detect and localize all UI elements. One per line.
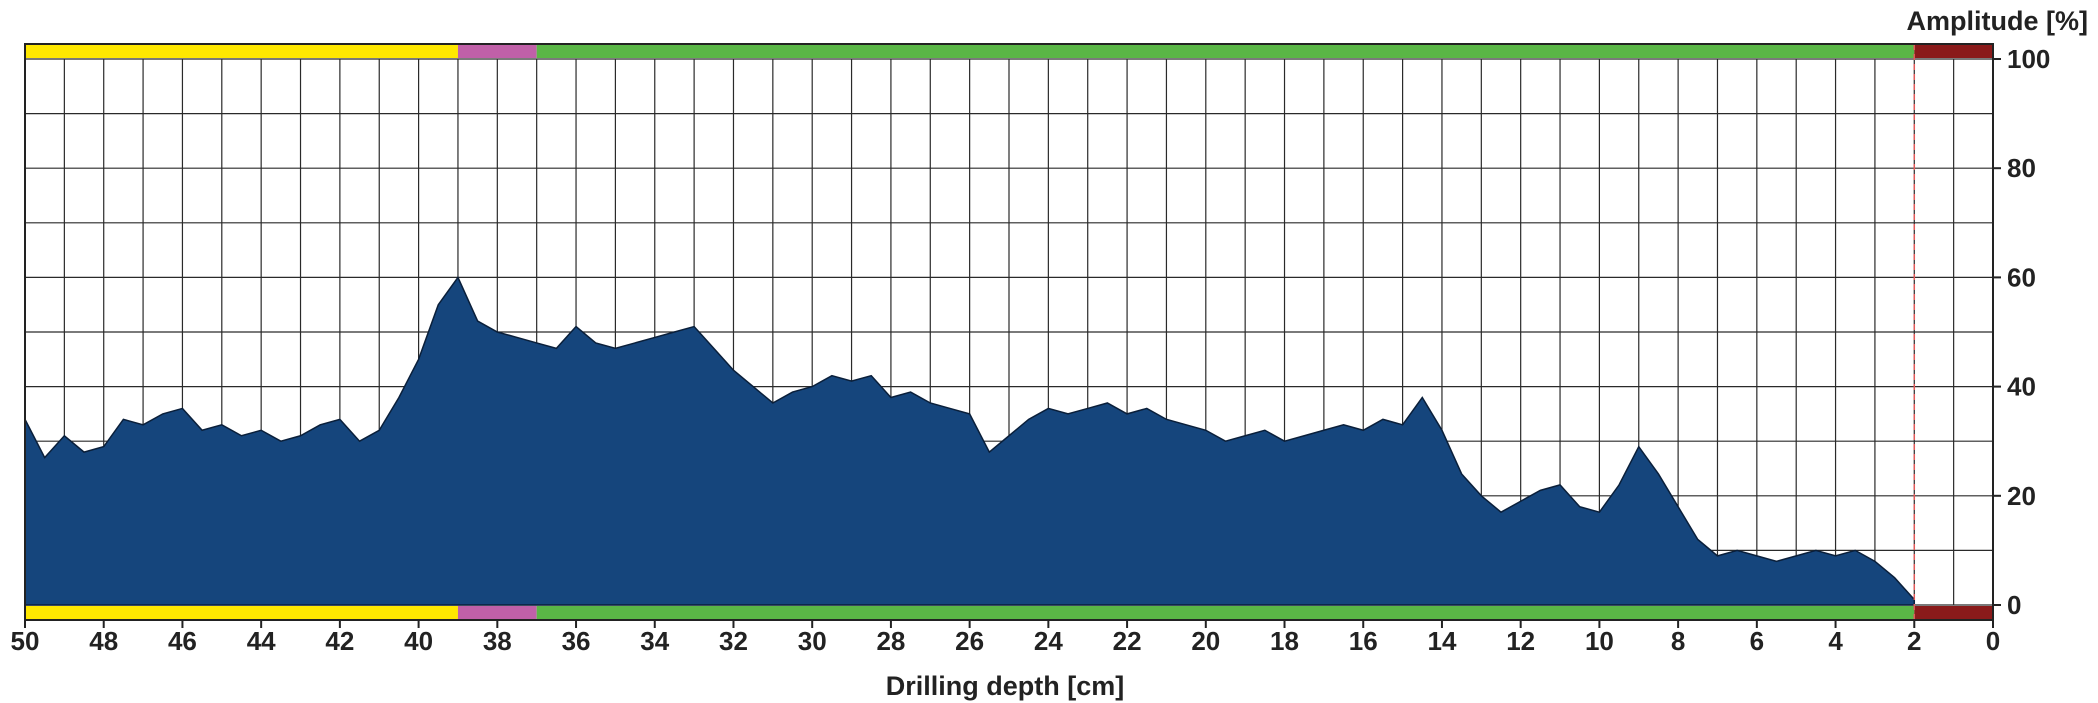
zone-bar-bottom [25,606,1993,620]
x-tick-label: 22 [1113,626,1142,656]
x-tick-label: 24 [1034,626,1063,656]
zone-bottom-2 [536,606,1915,620]
x-tick-label: 8 [1671,626,1685,656]
x-tick-label: 10 [1585,626,1614,656]
x-axis-title: Drilling depth [cm] [886,671,1125,701]
zone-top-0 [25,44,458,58]
y-tick-label: 40 [2007,372,2036,402]
x-tick-label: 28 [876,626,905,656]
y-tick-label: 20 [2007,481,2036,511]
x-tick-label: 18 [1270,626,1299,656]
x-axis-ticks: 50 48 46 44 42 40 38 36 34 32 30 28 26 24 22 20 18 16 14 12… [11,620,2000,656]
x-tick-label: 36 [562,626,591,656]
plot-frame [24,43,1994,621]
y-axis-title: Amplitude [%] [1907,6,2089,36]
x-tick-label: 48 [89,626,118,656]
x-tick-label: 42 [325,626,354,656]
x-tick-label: 0 [1986,626,2000,656]
x-tick-label: 38 [483,626,512,656]
x-tick-label: 20 [1191,626,1220,656]
x-tick-label: 30 [798,626,827,656]
zone-top-2 [536,44,1915,58]
y-tick-label: 80 [2007,153,2036,183]
x-tick-label: 16 [1349,626,1378,656]
amplitude-area [24,275,1916,606]
zone-bottom-1 [457,606,537,620]
zone-top-1 [457,44,537,58]
plot-border [24,43,1994,621]
x-tick-label: 12 [1506,626,1535,656]
x-tick-label: 46 [168,626,197,656]
x-tick-label: 50 [11,626,40,656]
amplitude-series [24,275,1916,606]
x-tick-label: 32 [719,626,748,656]
zone-bottom-0 [25,606,458,620]
x-tick-label: 40 [404,626,433,656]
y-tick-label: 0 [2007,590,2021,620]
x-tick-label: 44 [247,626,276,656]
x-tick-label: 14 [1427,626,1456,656]
y-tick-label: 100 [2007,44,2050,74]
x-tick-label: 6 [1750,626,1764,656]
x-tick-label: 2 [1907,626,1921,656]
x-tick-label: 4 [1828,626,1843,656]
y-tick-label: 60 [2007,262,2036,292]
y-axis-ticks: 0 20 40 60 80 100 [1993,44,2050,620]
x-tick-label: 34 [640,626,669,656]
zone-top-3 [1914,44,1993,58]
x-tick-label: 26 [955,626,984,656]
zone-bar-top [25,44,1993,58]
zone-bottom-3 [1914,606,1993,620]
